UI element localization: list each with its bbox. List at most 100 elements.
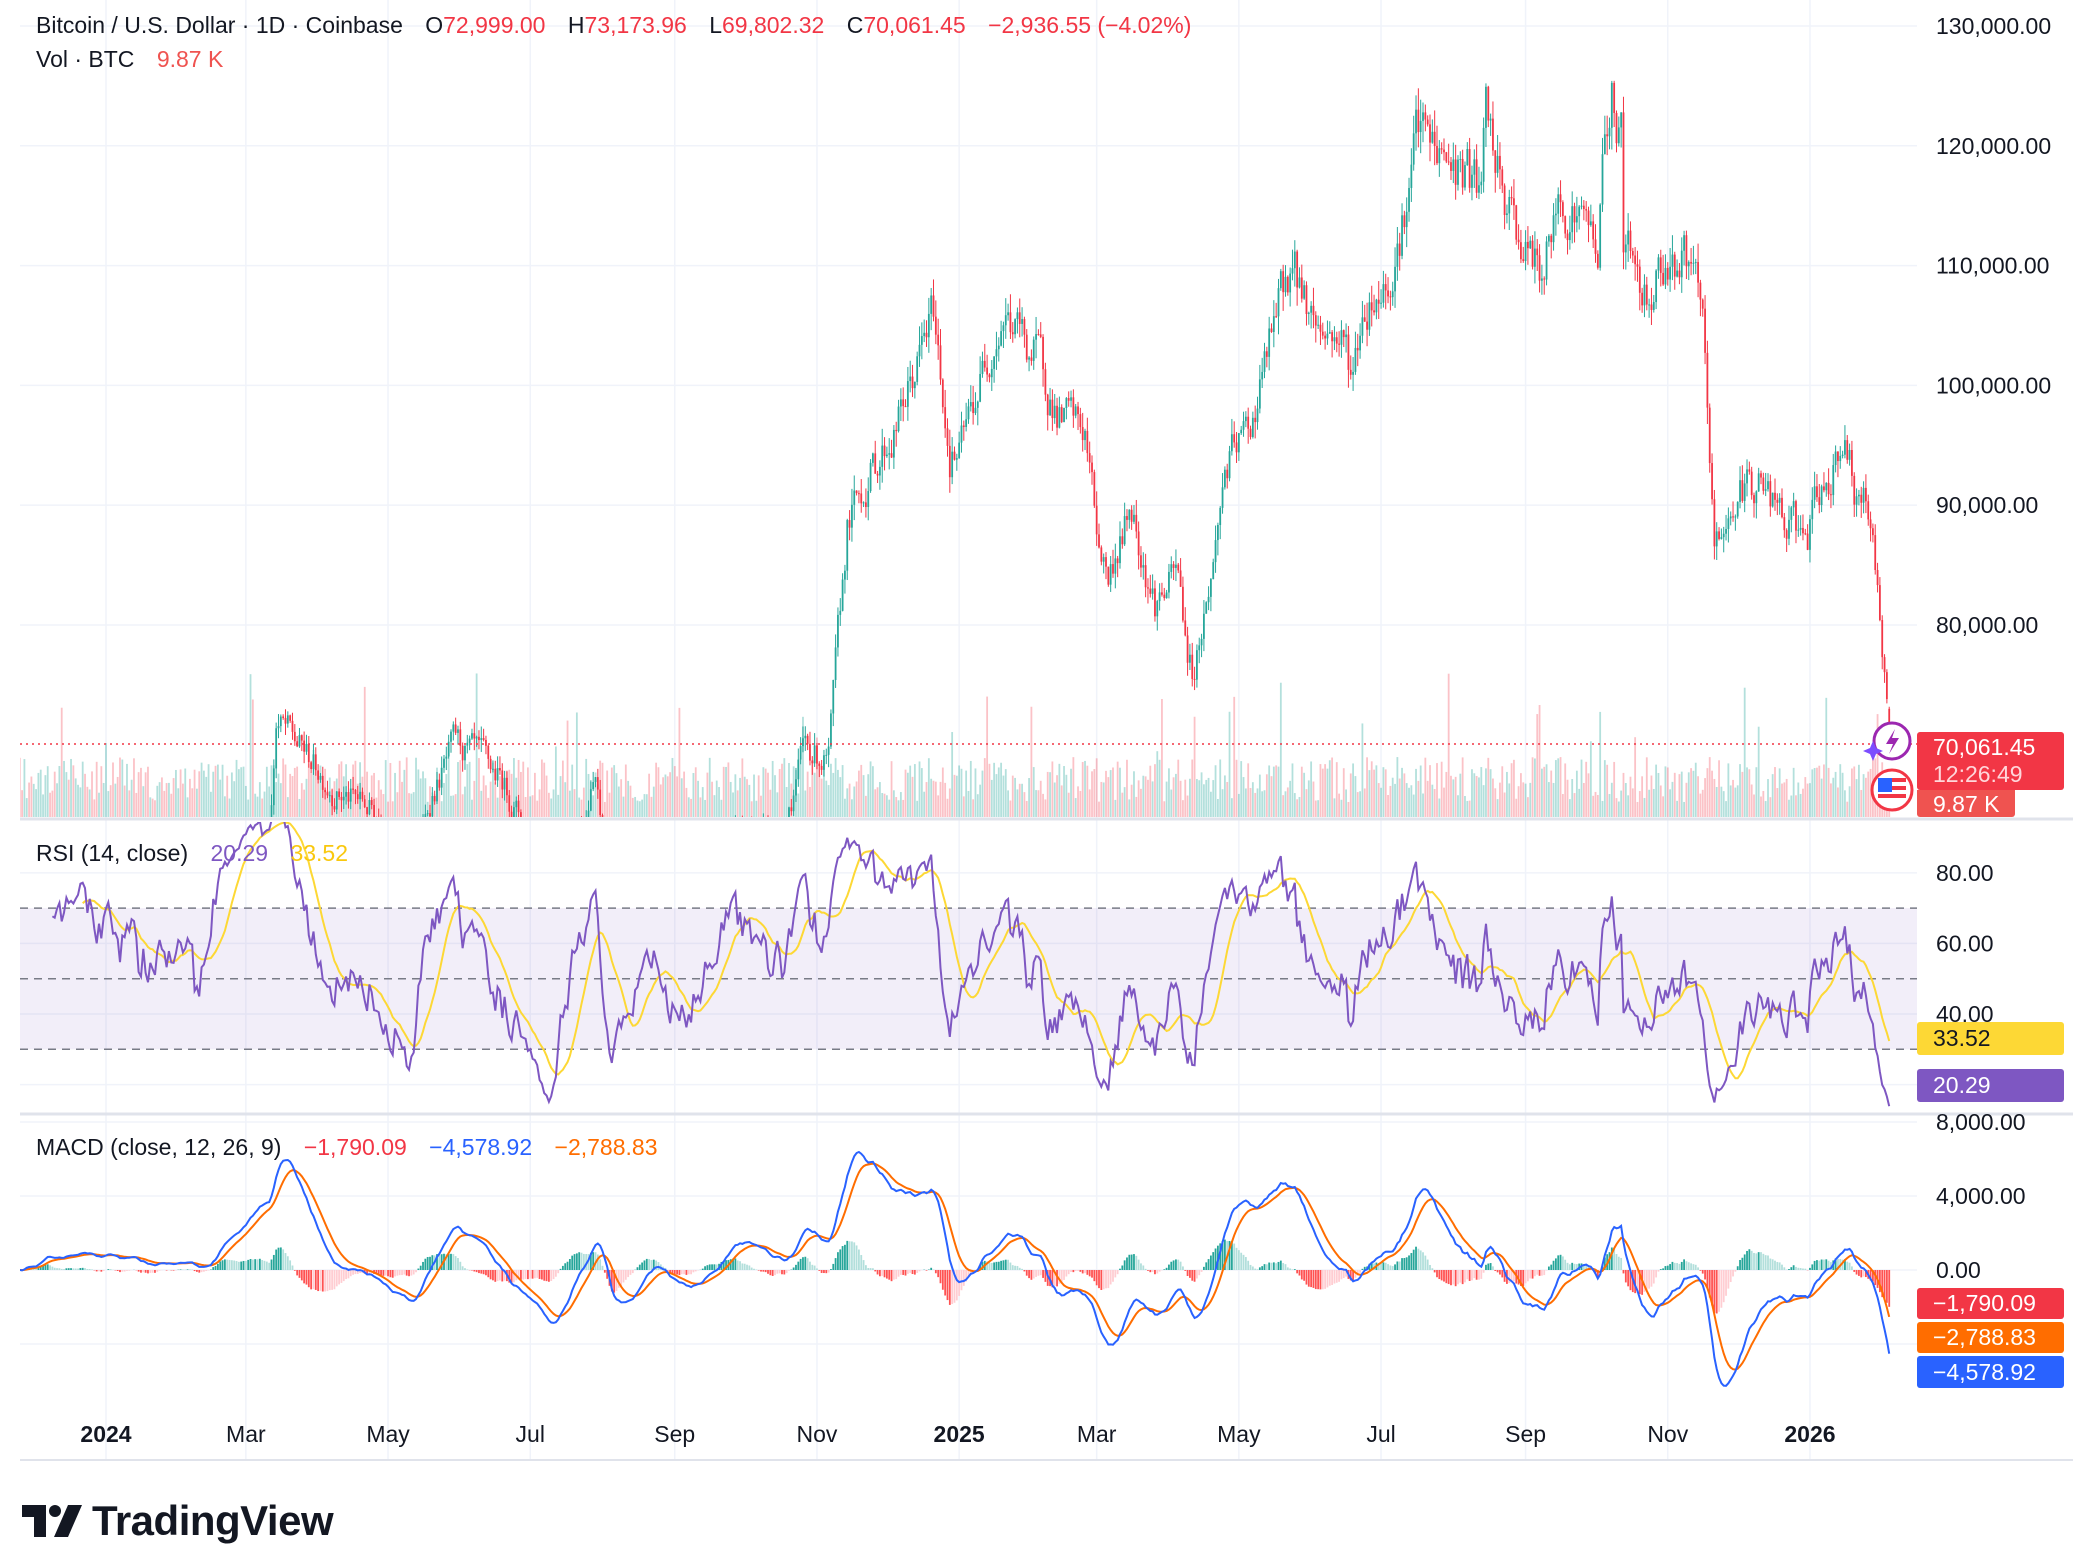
macd-histogram-bar xyxy=(1553,1261,1555,1270)
volume-bar xyxy=(1515,799,1517,817)
price-axis[interactable]: 130,000.00120,000.00110,000.00100,000.00… xyxy=(1936,13,2051,638)
volume-bar xyxy=(1797,782,1799,817)
volume-bar xyxy=(723,767,725,817)
macd-legend[interactable]: MACD (close, 12, 26, 9) −1,790.09 −4,578… xyxy=(36,1134,662,1161)
candle-body xyxy=(1602,154,1604,204)
macd-histogram-bar xyxy=(548,1270,550,1282)
macd-histogram-bar xyxy=(1886,1270,1888,1303)
macd-histogram-bar xyxy=(1727,1270,1729,1289)
candle-body xyxy=(329,795,331,796)
lightning-icon[interactable] xyxy=(1863,723,1910,761)
volume-bar xyxy=(180,769,182,817)
macd-histogram-bar xyxy=(254,1259,256,1270)
volume-bar xyxy=(774,775,776,817)
volume-bar xyxy=(485,785,487,817)
rsi-legend[interactable]: RSI (14, close) 20.29 33.52 xyxy=(36,840,352,867)
volume-bar xyxy=(1396,757,1398,817)
macd-histogram-bar xyxy=(121,1270,123,1272)
volume-bar xyxy=(250,674,252,817)
candle-body xyxy=(1480,182,1482,186)
volume-bar xyxy=(942,768,944,817)
volume-bar xyxy=(814,773,816,817)
candle-body xyxy=(788,807,790,823)
candle-body xyxy=(331,795,333,806)
macd-histogram-bar xyxy=(557,1270,559,1273)
candle-body xyxy=(443,759,445,768)
macd-axis[interactable]: 8,000.004,000.000.00 xyxy=(1936,1109,2026,1283)
volume-bar xyxy=(879,782,881,817)
volume-bar xyxy=(487,798,489,817)
macd-histogram-bar xyxy=(1702,1270,1704,1274)
candle-body xyxy=(1138,531,1140,555)
candle-body xyxy=(1320,325,1322,332)
macd-histogram-bar xyxy=(1676,1263,1678,1270)
volume-bar xyxy=(1485,768,1487,817)
candle-body xyxy=(1252,418,1254,437)
candle-body xyxy=(1478,185,1480,192)
candle-body xyxy=(592,782,594,789)
volume-bar xyxy=(606,771,608,817)
candle-body xyxy=(497,768,499,780)
volume-bar xyxy=(1292,763,1294,817)
volume-bar xyxy=(737,790,739,817)
candle-body xyxy=(923,333,925,336)
volume-bar xyxy=(1105,771,1107,817)
tradingview-logo[interactable]: TradingView xyxy=(22,1497,333,1545)
candle-body xyxy=(322,776,324,790)
us-flag-icon[interactable] xyxy=(1872,770,1912,810)
volume-bar xyxy=(1058,764,1060,817)
volume-bar xyxy=(140,768,142,817)
volume-bar xyxy=(1198,780,1200,817)
macd-histogram-bar xyxy=(625,1270,627,1280)
candle-body xyxy=(313,754,315,769)
macd-histogram-bar xyxy=(1434,1270,1436,1272)
candle-body xyxy=(599,790,601,815)
volume-bar xyxy=(229,799,231,817)
candle-body xyxy=(1611,83,1613,128)
candle-body xyxy=(1765,489,1767,491)
volume-bar xyxy=(895,797,897,817)
macd-histogram-bar xyxy=(620,1270,622,1286)
candle-body xyxy=(604,843,606,868)
volume-bar xyxy=(958,765,960,817)
volume-bar xyxy=(1394,784,1396,817)
volume-bar xyxy=(1201,772,1203,817)
macd-histogram-bar xyxy=(741,1263,743,1270)
candle-body xyxy=(1485,87,1487,128)
symbol-legend[interactable]: Bitcoin / U.S. Dollar · 1D · Coinbase O7… xyxy=(36,12,1195,39)
candle-body xyxy=(1324,336,1326,339)
volume-bar xyxy=(753,775,755,817)
candle-body xyxy=(1024,319,1026,335)
volume-bar xyxy=(727,762,729,817)
macd-histogram-bar xyxy=(560,1269,562,1270)
volume-bar xyxy=(1849,786,1851,817)
volume-bar xyxy=(1548,782,1550,817)
macd-histogram-bar xyxy=(1296,1270,1298,1273)
candle-body xyxy=(958,443,960,459)
macd-histogram-bar xyxy=(308,1270,310,1287)
volume-bar xyxy=(881,793,883,817)
volume-bar xyxy=(543,763,545,817)
candle-body xyxy=(1846,440,1848,460)
macd-histogram-bar xyxy=(1415,1247,1417,1270)
volume-bar xyxy=(700,797,702,817)
candle-body xyxy=(1145,565,1147,587)
macd-histogram-bar xyxy=(877,1270,879,1274)
candle-body xyxy=(119,1078,121,1085)
volume-bar xyxy=(26,798,28,817)
volume-legend[interactable]: Vol · BTC 9.87 K xyxy=(36,46,227,73)
macd-histogram-bar xyxy=(1413,1250,1415,1270)
macd-histogram-bar xyxy=(1403,1258,1405,1270)
candle-body xyxy=(1856,496,1858,504)
macd-histogram-bar xyxy=(1266,1264,1268,1270)
volume-bar xyxy=(1252,782,1254,817)
macd-histogram-bar xyxy=(578,1252,580,1270)
macd-histogram-bar xyxy=(189,1269,191,1270)
macd-histogram-bar xyxy=(574,1254,576,1270)
candle-body xyxy=(891,453,893,457)
candle-body xyxy=(1257,409,1259,423)
volume-bar xyxy=(1809,783,1811,817)
